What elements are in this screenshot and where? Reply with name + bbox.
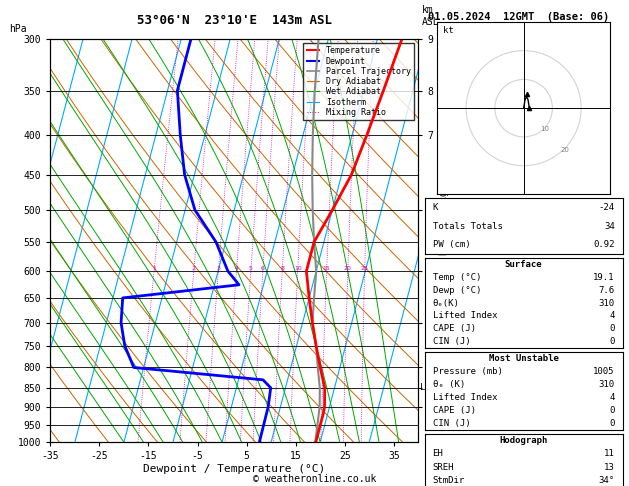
- Text: Lifted Index: Lifted Index: [433, 393, 497, 402]
- Text: 1: 1: [152, 266, 156, 271]
- Text: 0: 0: [610, 418, 615, 428]
- Text: θₑ(K): θₑ(K): [433, 298, 459, 308]
- Text: StmDir: StmDir: [433, 476, 465, 485]
- Text: EH: EH: [433, 449, 443, 458]
- Text: 0: 0: [610, 324, 615, 333]
- Text: 310: 310: [599, 380, 615, 389]
- Text: 01.05.2024  12GMT  (Base: 06): 01.05.2024 12GMT (Base: 06): [428, 12, 609, 22]
- Text: kt: kt: [443, 26, 454, 35]
- Text: 310: 310: [599, 298, 615, 308]
- Text: 8: 8: [281, 266, 284, 271]
- X-axis label: Dewpoint / Temperature (°C): Dewpoint / Temperature (°C): [143, 464, 325, 474]
- Text: θₑ (K): θₑ (K): [433, 380, 465, 389]
- Text: 11: 11: [604, 449, 615, 458]
- Text: Lifted Index: Lifted Index: [433, 312, 497, 320]
- Text: 10: 10: [294, 266, 302, 271]
- Text: SREH: SREH: [433, 463, 454, 471]
- Text: 13: 13: [604, 463, 615, 471]
- Text: 34: 34: [604, 222, 615, 231]
- Text: 0.92: 0.92: [593, 241, 615, 249]
- Text: 19.1: 19.1: [593, 273, 615, 282]
- Text: -24: -24: [599, 203, 615, 212]
- Text: 34°: 34°: [599, 476, 615, 485]
- Text: Temp (°C): Temp (°C): [433, 273, 481, 282]
- Text: Surface: Surface: [505, 260, 542, 269]
- Text: 10: 10: [540, 126, 549, 132]
- Text: Pressure (mb): Pressure (mb): [433, 367, 503, 376]
- Text: Mixing Ratio (g/kg): Mixing Ratio (g/kg): [438, 185, 448, 296]
- Text: 4: 4: [235, 266, 238, 271]
- Text: CIN (J): CIN (J): [433, 337, 470, 346]
- Text: 7.6: 7.6: [599, 286, 615, 295]
- Text: CIN (J): CIN (J): [433, 418, 470, 428]
- Text: Hodograph: Hodograph: [499, 436, 548, 445]
- Text: km
ASL: km ASL: [421, 5, 439, 27]
- Text: Most Unstable: Most Unstable: [489, 354, 559, 363]
- Text: 53°06'N  23°10'E  143m ASL: 53°06'N 23°10'E 143m ASL: [136, 14, 332, 27]
- Text: 2: 2: [192, 266, 196, 271]
- Text: PW (cm): PW (cm): [433, 241, 470, 249]
- Text: 25: 25: [361, 266, 369, 271]
- Text: Totals Totals: Totals Totals: [433, 222, 503, 231]
- Text: 5: 5: [249, 266, 253, 271]
- Text: 4: 4: [610, 393, 615, 402]
- Text: CAPE (J): CAPE (J): [433, 324, 476, 333]
- Text: CAPE (J): CAPE (J): [433, 406, 476, 415]
- Text: 3: 3: [216, 266, 220, 271]
- Text: 0: 0: [610, 406, 615, 415]
- Text: 4: 4: [610, 312, 615, 320]
- Text: hPa: hPa: [9, 24, 27, 34]
- Text: 15: 15: [323, 266, 331, 271]
- Text: 6: 6: [261, 266, 265, 271]
- Text: 0: 0: [610, 337, 615, 346]
- Text: Dewp (°C): Dewp (°C): [433, 286, 481, 295]
- Text: 20: 20: [560, 147, 569, 153]
- Text: 20: 20: [344, 266, 352, 271]
- Text: © weatheronline.co.uk: © weatheronline.co.uk: [253, 473, 376, 484]
- Text: 1005: 1005: [593, 367, 615, 376]
- Text: K: K: [433, 203, 438, 212]
- Legend: Temperature, Dewpoint, Parcel Trajectory, Dry Adiabat, Wet Adiabat, Isotherm, Mi: Temperature, Dewpoint, Parcel Trajectory…: [303, 43, 414, 120]
- Text: LCL: LCL: [420, 383, 437, 392]
